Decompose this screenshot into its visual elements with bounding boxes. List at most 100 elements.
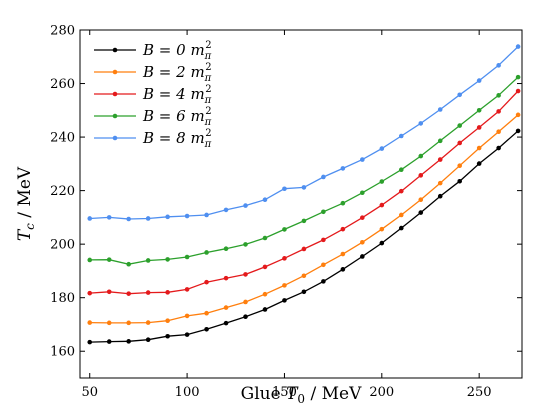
data-point: [204, 326, 209, 332]
data-point: [184, 213, 190, 219]
data-point: [398, 167, 404, 173]
legend-marker: [112, 69, 118, 75]
data-point: [282, 227, 287, 232]
data-point: [301, 273, 307, 279]
data-point: [262, 307, 268, 312]
data-point: [223, 275, 229, 281]
data-point: [243, 242, 248, 247]
data-point: [457, 92, 462, 98]
data-point: [204, 250, 209, 255]
x-tick-label: 150: [272, 385, 297, 400]
data-point: [398, 225, 404, 231]
data-point: [145, 216, 151, 221]
data-point: [340, 200, 346, 206]
data-point: [476, 108, 482, 113]
data-point: [126, 216, 131, 222]
legend-label: B = 6 mπ2: [142, 106, 212, 128]
x-tick-label: 250: [467, 385, 492, 400]
legend-label: B = 0 mπ2: [142, 40, 212, 62]
data-point: [204, 310, 209, 316]
data-point: [243, 314, 248, 319]
data-point: [262, 264, 268, 270]
data-point: [126, 339, 131, 344]
data-point: [87, 290, 93, 296]
data-point: [87, 339, 93, 345]
data-point: [204, 279, 209, 285]
data-point: [379, 179, 385, 184]
data-point: [340, 251, 346, 257]
data-point: [282, 186, 287, 192]
y-tick-label: 260: [50, 77, 75, 92]
data-point: [301, 289, 307, 295]
data-point: [496, 93, 501, 98]
data-point: [515, 112, 521, 118]
data-point: [437, 157, 443, 162]
legend-marker: [112, 135, 118, 141]
data-point: [418, 153, 424, 159]
data-point: [379, 226, 385, 232]
data-point: [418, 197, 424, 203]
data-point: [437, 180, 443, 186]
x-axis-label: Glue T0 / MeV: [241, 384, 362, 406]
data-point: [476, 161, 482, 166]
data-point: [379, 146, 385, 151]
data-point: [87, 257, 93, 263]
data-point: [106, 320, 112, 326]
data-point: [184, 287, 190, 292]
y-tick-label: 240: [50, 131, 75, 146]
data-point: [223, 207, 229, 213]
data-point: [145, 290, 151, 295]
legend-label: B = 2 mπ2: [142, 62, 212, 84]
data-point: [301, 185, 307, 190]
data-point: [223, 305, 229, 310]
series-group: [87, 44, 521, 345]
data-point: [437, 138, 443, 144]
data-point: [282, 298, 287, 303]
data-point: [243, 299, 248, 305]
data-point: [360, 190, 365, 196]
data-point: [437, 107, 443, 112]
data-point: [145, 337, 151, 343]
y-tick-label: 220: [50, 184, 75, 199]
data-point: [457, 163, 462, 169]
data-point: [165, 290, 170, 295]
data-point: [476, 145, 482, 151]
data-point: [223, 320, 229, 326]
data-point: [340, 226, 346, 232]
data-point: [126, 291, 131, 296]
ticks: 50 100 150 200 250 160 180 200 220 240 260 280: [50, 24, 522, 400]
data-point: [515, 128, 521, 134]
data-point: [165, 318, 170, 324]
data-point: [223, 246, 229, 252]
data-point: [301, 218, 307, 224]
data-point: [398, 188, 404, 194]
data-point: [515, 44, 521, 49]
data-point: [437, 193, 443, 199]
data-point: [106, 215, 112, 220]
data-point: [418, 173, 424, 178]
y-tick-label: 280: [50, 24, 75, 39]
data-point: [243, 272, 248, 277]
data-point: [360, 254, 365, 259]
x-tick-label: 100: [175, 385, 200, 400]
data-point: [262, 197, 268, 203]
data-point: [360, 239, 365, 245]
data-point: [106, 289, 112, 295]
legend-marker: [112, 47, 118, 53]
data-point: [165, 257, 170, 262]
data-point: [496, 63, 501, 68]
data-point: [282, 283, 287, 288]
data-point: [106, 339, 112, 344]
data-point: [321, 209, 326, 215]
data-point: [87, 216, 93, 221]
x-tick-label: 200: [369, 385, 394, 400]
data-point: [418, 121, 424, 126]
y-tick-label: 160: [50, 345, 75, 360]
data-point: [321, 237, 326, 243]
data-point: [398, 133, 404, 139]
data-point: [145, 258, 151, 263]
data-point: [379, 240, 385, 246]
data-point: [398, 212, 404, 218]
data-point: [126, 261, 131, 267]
data-point: [184, 332, 190, 337]
